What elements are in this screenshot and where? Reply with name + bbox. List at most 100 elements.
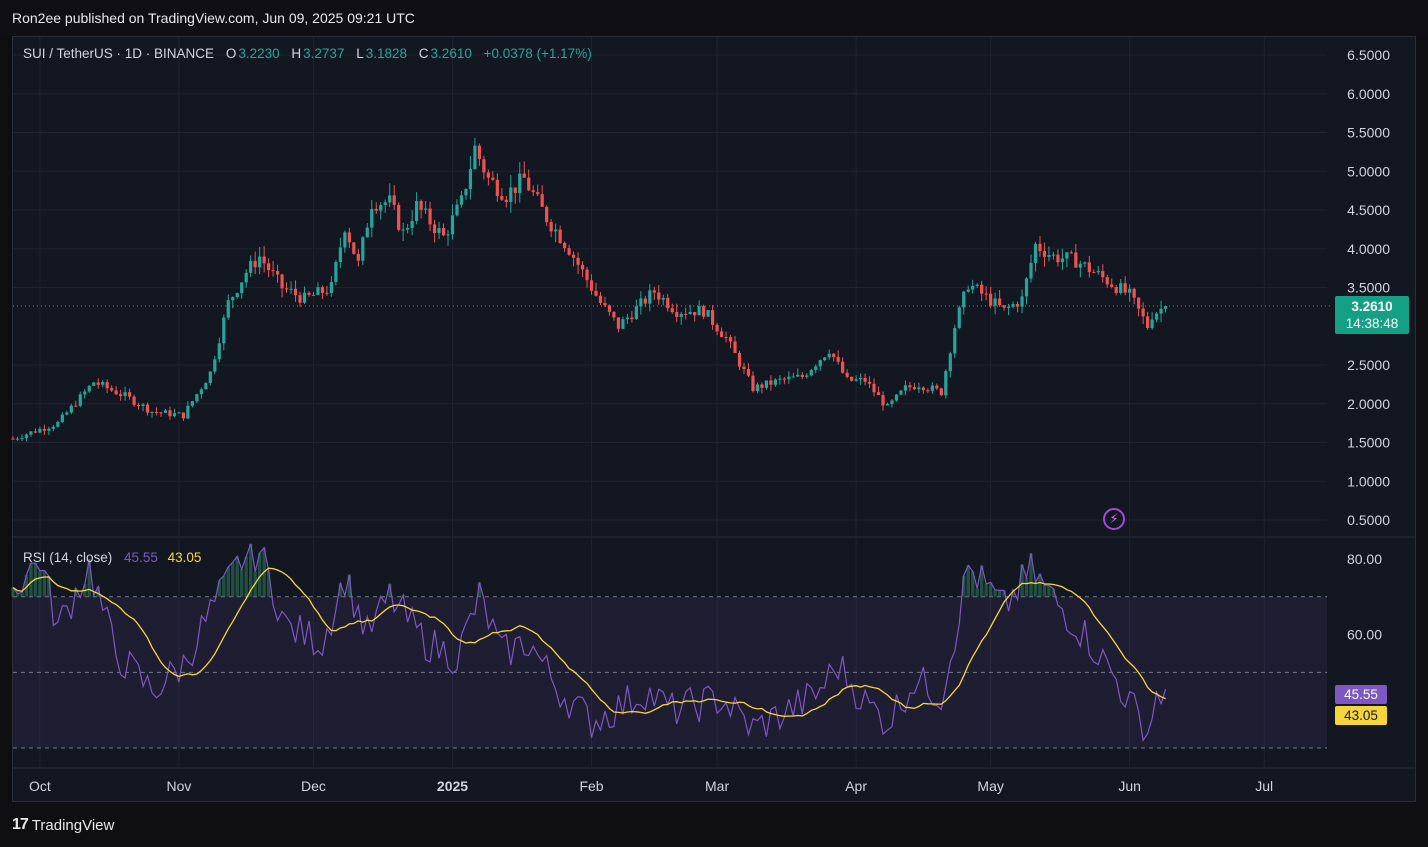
rsi-overbought-fill [993, 589, 997, 597]
rsi-ma-value: 43.05 [167, 550, 202, 565]
rsi-overbought-fill [1051, 588, 1056, 597]
candle-body [742, 366, 746, 370]
candle-body [1042, 251, 1047, 257]
rsi-overbought-fill [971, 571, 975, 597]
candle-body [365, 227, 369, 238]
candle-body [630, 317, 634, 320]
symbol-name[interactable]: SUI / TetherUS · 1D · BINANCE [23, 46, 215, 61]
candle-body [962, 291, 966, 308]
candle-body [352, 242, 356, 254]
rsi-overbought-fill [988, 582, 993, 597]
footer-brand: 17 TradingView [12, 816, 114, 834]
candle-body [208, 371, 212, 384]
candle-body [1038, 243, 1042, 252]
candle-body [235, 293, 239, 298]
candle-body [468, 169, 473, 189]
rsi-ma-line [12, 567, 1166, 717]
candle-body [827, 353, 831, 358]
rsi-overbought-fill [226, 566, 230, 597]
candle-body [1132, 288, 1136, 298]
candle-body [540, 194, 544, 207]
rsi-overbought-fill [979, 565, 984, 597]
candle-body [477, 145, 482, 160]
candle-body [105, 382, 109, 389]
price-tick-label: 5.0000 [1347, 163, 1390, 179]
rsi-label[interactable]: RSI (14, close) [23, 550, 113, 565]
candle-body [1128, 288, 1132, 293]
candle-body [733, 341, 737, 353]
candle-body [1163, 306, 1168, 309]
candle-body [980, 284, 984, 294]
candle-body [603, 303, 607, 306]
candle-body [576, 257, 580, 265]
candle-body [688, 312, 692, 314]
candle-body [930, 385, 934, 391]
candle-body [101, 382, 105, 385]
candle-body [432, 224, 437, 234]
price-tick-label: 1.5000 [1347, 435, 1390, 451]
candle-body [262, 256, 266, 264]
candle-body [379, 205, 383, 211]
candle-body [876, 392, 881, 396]
candle-body [693, 312, 697, 316]
price-tick-label: 2.5000 [1347, 357, 1390, 373]
candle-body [65, 412, 69, 415]
candle-body [522, 173, 526, 178]
candle-body [1060, 258, 1065, 263]
candle-body [320, 287, 325, 293]
candle-body [966, 289, 970, 292]
candle-body [1006, 306, 1011, 308]
high-value: 3.2737 [303, 46, 345, 61]
candle-body [204, 383, 208, 390]
candle-body [446, 234, 450, 236]
rsi-overbought-fill [1042, 585, 1047, 597]
candle-body [773, 379, 777, 385]
candle-body [293, 288, 298, 296]
rsi-overbought-fill [338, 583, 343, 597]
candle-body [881, 395, 885, 406]
candle-body [284, 288, 289, 290]
rsi-overbought-fill [231, 562, 235, 597]
candle-body [141, 404, 145, 406]
candle-body [800, 374, 804, 377]
price-tick-label: 4.0000 [1347, 241, 1390, 257]
candle-body [527, 177, 531, 191]
candle-body [549, 222, 553, 232]
candle-body [1078, 263, 1082, 268]
candle-body [464, 188, 468, 196]
rsi-overbought-fill [11, 587, 15, 597]
candle-body [661, 297, 665, 300]
candle-body [939, 388, 943, 396]
candle-body [679, 313, 683, 317]
candle-body [1002, 305, 1006, 308]
candle-body [397, 204, 401, 230]
candle-body [11, 438, 15, 440]
candle-body [513, 187, 517, 193]
candle-body [361, 237, 365, 261]
rsi-overbought-fill [347, 574, 352, 597]
candle-body [441, 227, 446, 236]
time-tick-label: 2025 [437, 778, 468, 794]
candle-body [491, 177, 495, 180]
lightning-icon[interactable]: ⚡ [1103, 508, 1125, 530]
candle-body [423, 208, 428, 210]
publisher-bar: Ron2ee published on TradingView.com, Jun… [0, 0, 1428, 36]
candle-body [854, 379, 858, 381]
candle-body [903, 385, 908, 391]
candle-body [1065, 252, 1069, 259]
candle-body [500, 196, 504, 200]
candle-body [899, 390, 903, 395]
candle-body [921, 387, 925, 391]
candle-body [755, 384, 760, 392]
candle-body [136, 404, 141, 406]
candle-body [42, 428, 46, 431]
candle-body [1015, 304, 1020, 307]
candle-body [769, 380, 773, 385]
candle-body [240, 282, 244, 294]
candle-body [872, 383, 876, 393]
candle-body [495, 179, 499, 197]
price-tick-label: 6.5000 [1347, 47, 1390, 63]
candle-body [356, 253, 360, 261]
candle-body [706, 310, 710, 317]
